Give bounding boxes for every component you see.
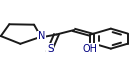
Text: N: N (38, 31, 45, 41)
Text: OH: OH (83, 44, 98, 54)
Text: S: S (47, 44, 54, 54)
